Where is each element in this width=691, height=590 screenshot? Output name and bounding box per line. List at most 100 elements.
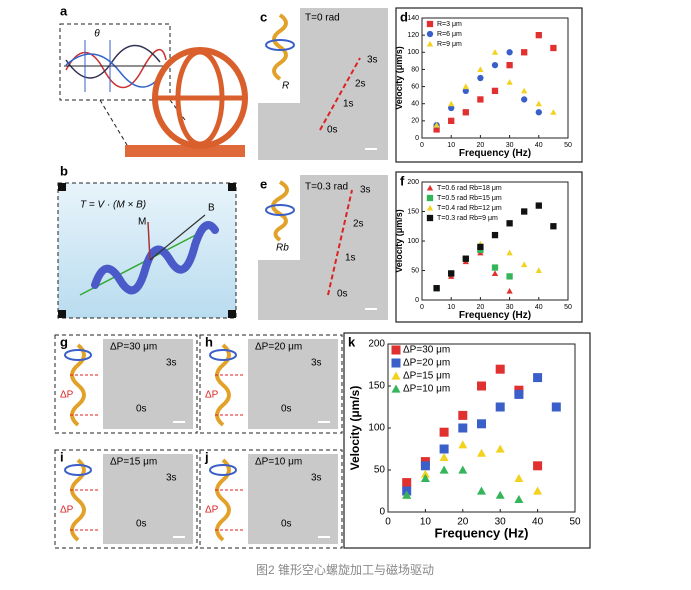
- point: [458, 465, 468, 474]
- y-tick-label: 200: [368, 339, 385, 350]
- legend-label: ΔP=30 μm: [403, 345, 450, 356]
- x-tick-label: 0: [420, 304, 424, 311]
- legend-label: R=6 μm: [437, 31, 462, 38]
- y-axis-label: Velocity (μm/s): [348, 386, 362, 471]
- point: [491, 270, 499, 276]
- legend-label: T=0.5 rad Rb=15 μm: [437, 195, 502, 202]
- point: [550, 109, 557, 115]
- point: [506, 220, 513, 227]
- x-axis-label: Frequency (Hz): [459, 148, 531, 159]
- time-label: 3s: [360, 185, 371, 196]
- panel-g: g ΔP=30 μm 3s 0s ΔP: [54, 334, 198, 434]
- point: [506, 61, 513, 69]
- point: [533, 486, 543, 495]
- y-tick-label: 0: [415, 135, 419, 142]
- pitch-label: ΔP: [60, 505, 74, 516]
- y-tick-label: 40: [411, 101, 419, 108]
- y-tick-label: 150: [368, 381, 385, 392]
- y-tick-label: 120: [407, 32, 419, 39]
- point: [448, 104, 455, 112]
- point: [533, 373, 543, 383]
- point: [550, 44, 557, 52]
- time-label: 0s: [281, 519, 292, 530]
- legend-label: R=9 μm: [437, 41, 462, 48]
- point: [477, 448, 486, 457]
- legend-marker: [426, 204, 434, 211]
- x-axis-label: Frequency (Hz): [435, 525, 529, 540]
- point: [521, 261, 528, 268]
- point: [521, 49, 528, 56]
- point: [535, 109, 542, 116]
- pitch-label: ΔP: [60, 390, 74, 401]
- y-tick-label: 140: [407, 15, 419, 22]
- time-label: 1s: [345, 253, 356, 264]
- time-label: 0s: [136, 404, 147, 415]
- time-label: 0s: [281, 404, 292, 415]
- panel-label: k: [348, 334, 356, 349]
- point: [495, 402, 505, 412]
- x-tick-label: 0: [385, 517, 391, 528]
- micrograph: [103, 454, 193, 544]
- x-tick-label: 50: [564, 142, 572, 149]
- condition: ΔP=15 μm: [110, 457, 157, 468]
- y-tick-label: 150: [407, 208, 419, 215]
- y-tick-label: 80: [411, 66, 419, 73]
- legend-marker: [426, 20, 434, 28]
- point: [448, 100, 455, 107]
- point: [433, 126, 440, 133]
- y-tick-label: 200: [407, 179, 419, 186]
- panel-e: e T=0.3 rad 3s 2s 1s 0s Rb: [258, 175, 388, 320]
- point: [535, 267, 542, 274]
- r-label: R: [282, 81, 289, 92]
- y-tick-label: 0: [415, 297, 419, 304]
- point: [535, 202, 542, 209]
- chart: d 0 10 20 30 40 50 0 20 40 60 80 100 120 140 Frequency …: [394, 7, 583, 163]
- pitch-label: ΔP: [205, 390, 219, 401]
- legend-marker: [426, 214, 434, 222]
- point: [462, 83, 469, 90]
- panel-label: e: [260, 176, 267, 191]
- panel-label: b: [60, 163, 68, 178]
- legend-marker: [426, 40, 434, 47]
- point: [477, 66, 484, 72]
- point: [458, 440, 468, 449]
- point: [506, 49, 513, 56]
- y-tick-label: 100: [407, 49, 419, 56]
- legend-marker: [391, 345, 401, 355]
- caption: 图2 锥形空心螺旋加工与磁场驱动: [256, 562, 434, 577]
- pitch-label: ΔP: [205, 505, 219, 516]
- point: [495, 444, 505, 453]
- point: [477, 381, 486, 391]
- point: [491, 264, 499, 271]
- point: [521, 96, 528, 103]
- y-tick-label: 50: [411, 267, 419, 274]
- time-label: 3s: [166, 358, 177, 369]
- point: [550, 223, 557, 230]
- point: [495, 490, 505, 499]
- point: [514, 473, 524, 482]
- time-label: 1s: [343, 99, 354, 110]
- x-tick-label: 50: [569, 517, 581, 528]
- x-tick-label: 20: [477, 142, 485, 149]
- time-label: 0s: [327, 125, 338, 136]
- m-label: M: [138, 217, 146, 228]
- time-label: 0s: [337, 289, 348, 300]
- point: [491, 49, 499, 55]
- point: [533, 461, 543, 471]
- point: [551, 402, 561, 412]
- point: [477, 243, 484, 251]
- field: [209, 464, 237, 476]
- y-axis-label: Velocity (μm/s): [394, 209, 404, 273]
- field: [64, 464, 92, 476]
- point: [462, 109, 469, 116]
- point: [439, 427, 449, 437]
- y-tick-label: 50: [374, 465, 386, 476]
- scale-bar: [173, 536, 185, 538]
- panel-label: c: [260, 9, 267, 24]
- x-tick-label: 10: [447, 304, 455, 311]
- legend-marker: [426, 184, 434, 191]
- point: [477, 96, 484, 103]
- b-label: B: [208, 203, 215, 214]
- point: [506, 288, 513, 294]
- field: [209, 349, 237, 361]
